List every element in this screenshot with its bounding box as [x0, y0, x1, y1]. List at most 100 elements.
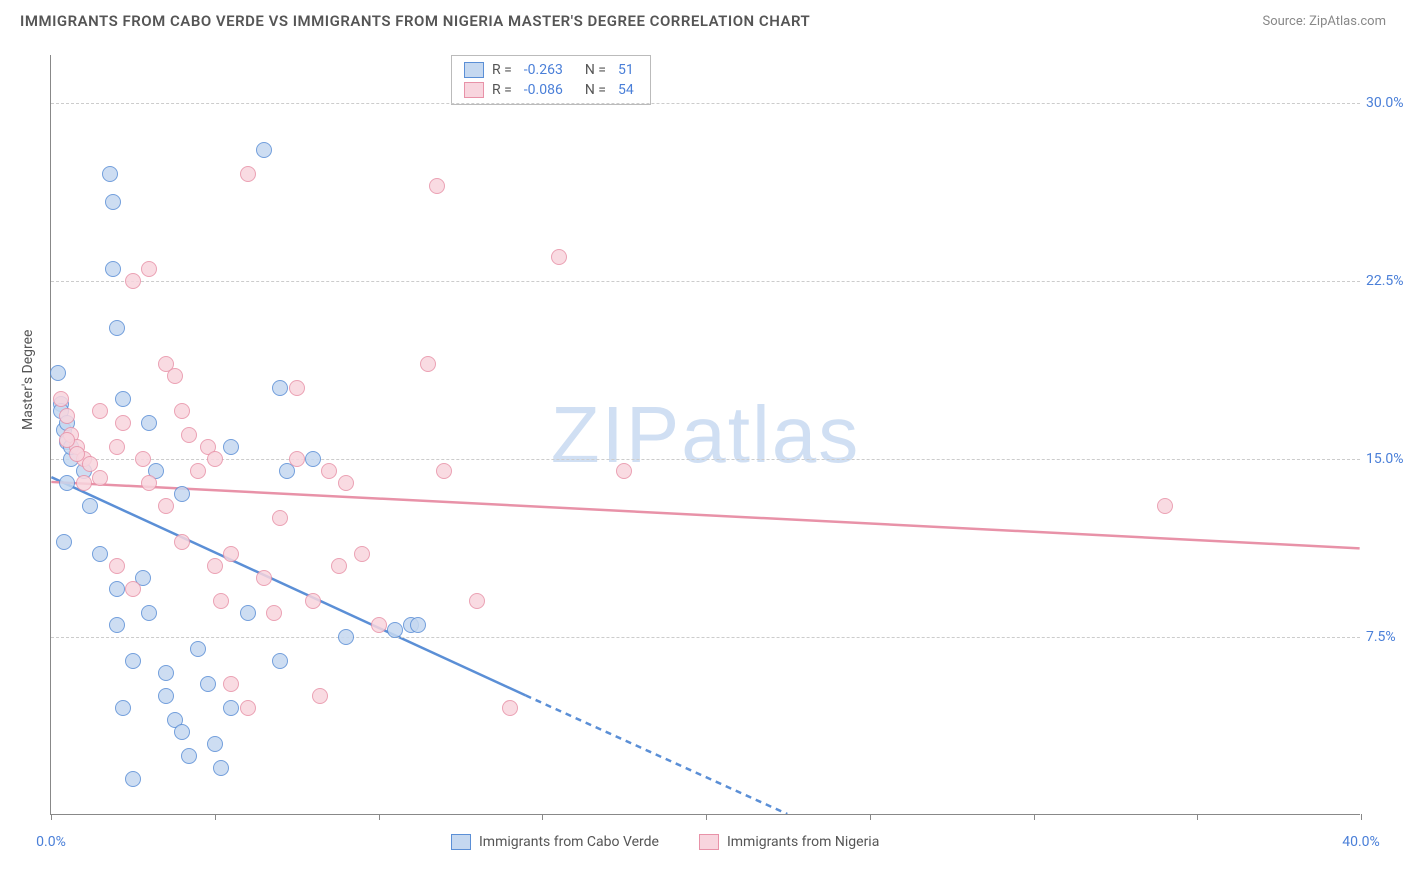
data-point — [616, 463, 632, 479]
data-point — [289, 451, 305, 467]
source-attribution: Source: ZipAtlas.com — [1262, 14, 1386, 29]
x-tick — [1034, 814, 1035, 820]
data-point — [92, 470, 108, 486]
data-point — [289, 380, 305, 396]
data-point — [469, 593, 485, 609]
data-point — [410, 617, 426, 633]
gridline — [51, 459, 1360, 460]
data-point — [141, 475, 157, 491]
data-point — [551, 249, 567, 265]
y-axis-label: Master's Degree — [20, 330, 36, 430]
data-point — [115, 700, 131, 716]
legend-swatch — [464, 82, 484, 98]
data-point — [266, 605, 282, 621]
data-point — [223, 546, 239, 562]
data-point — [420, 356, 436, 372]
data-point — [158, 498, 174, 514]
series-name: Immigrants from Nigeria — [727, 834, 879, 850]
data-point — [272, 380, 288, 396]
legend-r-label: R = — [492, 82, 512, 98]
data-point — [125, 771, 141, 787]
data-point — [331, 558, 347, 574]
data-point — [321, 463, 337, 479]
x-tick — [706, 814, 707, 820]
data-point — [82, 498, 98, 514]
data-point — [76, 475, 92, 491]
legend-swatch — [699, 834, 719, 850]
data-point — [256, 570, 272, 586]
data-point — [223, 700, 239, 716]
data-point — [354, 546, 370, 562]
data-point — [213, 593, 229, 609]
data-point — [436, 463, 452, 479]
data-point — [115, 391, 131, 407]
data-point — [82, 456, 98, 472]
data-point — [158, 688, 174, 704]
data-point — [109, 320, 125, 336]
data-point — [174, 724, 190, 740]
x-tick — [379, 814, 380, 820]
legend-swatch — [451, 834, 471, 850]
data-point — [181, 427, 197, 443]
data-point — [190, 641, 206, 657]
legend-n-value: 54 — [618, 82, 634, 98]
series-legend: Immigrants from Cabo Verde Immigrants fro… — [451, 834, 879, 850]
data-point — [502, 700, 518, 716]
data-point — [92, 546, 108, 562]
data-point — [305, 451, 321, 467]
data-point — [115, 415, 131, 431]
data-point — [240, 605, 256, 621]
data-point — [190, 463, 206, 479]
correlation-legend: R = -0.263 N = 51 R =-0.086N =54 — [451, 55, 651, 105]
data-point — [240, 166, 256, 182]
series-name: Immigrants from Cabo Verde — [479, 834, 659, 850]
x-tick — [51, 814, 52, 820]
data-point — [135, 451, 151, 467]
legend-row: R = -0.263 N = 51 — [464, 60, 638, 80]
data-point — [167, 368, 183, 384]
legend-n-value: 51 — [618, 62, 634, 78]
data-point — [256, 142, 272, 158]
data-point — [387, 622, 403, 638]
data-point — [429, 178, 445, 194]
data-point — [207, 558, 223, 574]
data-point — [223, 439, 239, 455]
legend-r-label: R = — [492, 62, 512, 78]
data-point — [53, 391, 69, 407]
data-point — [50, 365, 66, 381]
gridline — [51, 281, 1360, 282]
data-point — [141, 415, 157, 431]
data-point — [272, 653, 288, 669]
data-point — [174, 486, 190, 502]
data-point — [200, 676, 216, 692]
data-point — [92, 403, 108, 419]
series-legend-item: Immigrants from Cabo Verde — [451, 834, 659, 850]
legend-r-value: -0.263 — [524, 62, 563, 78]
data-point — [109, 439, 125, 455]
data-point — [59, 432, 75, 448]
data-point — [141, 261, 157, 277]
data-point — [207, 736, 223, 752]
data-point — [59, 475, 75, 491]
gridline — [51, 103, 1360, 104]
data-point — [105, 194, 121, 210]
x-tick — [215, 814, 216, 820]
data-point — [338, 475, 354, 491]
x-tick-label: 0.0% — [36, 834, 66, 850]
data-point — [174, 534, 190, 550]
legend-row: R =-0.086N =54 — [464, 80, 638, 100]
x-tick-label: 40.0% — [1342, 834, 1380, 850]
legend-n-label: N = — [585, 62, 606, 78]
data-point — [312, 688, 328, 704]
data-point — [109, 581, 125, 597]
data-point — [338, 629, 354, 645]
y-tick-label: 15.0% — [1360, 451, 1406, 467]
watermark: ZIPatlas — [551, 389, 860, 481]
data-point — [181, 748, 197, 764]
data-point — [371, 617, 387, 633]
x-tick — [870, 814, 871, 820]
data-point — [102, 166, 118, 182]
data-point — [125, 581, 141, 597]
x-tick — [542, 814, 543, 820]
y-tick-label: 22.5% — [1360, 273, 1406, 289]
